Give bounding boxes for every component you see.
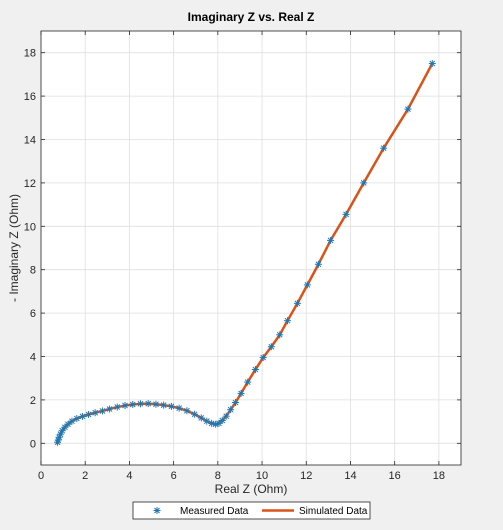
measured-data-point (58, 427, 66, 435)
measured-data-point (144, 400, 152, 408)
series-marker-layer (54, 60, 436, 446)
measured-data-point (314, 260, 322, 268)
measured-data-point (85, 410, 93, 418)
y-tick-label: 10 (24, 221, 36, 233)
y-tick-label: 12 (24, 178, 36, 190)
measured-data-point (68, 417, 76, 425)
measured-data-point (259, 354, 267, 362)
x-tick-label: 10 (256, 470, 268, 482)
x-tick-label: 6 (171, 470, 177, 482)
measured-data-point (237, 389, 245, 397)
measured-data-point (183, 407, 191, 415)
y-tick-label: 14 (24, 135, 36, 147)
plot-area (41, 31, 461, 465)
x-tick-label: 0 (38, 470, 44, 482)
measured-data-point (136, 400, 144, 408)
y-tick-label: 4 (30, 352, 36, 364)
grid-lines (40, 31, 461, 465)
measured-data-point (360, 179, 368, 187)
x-tick-label: 18 (433, 470, 445, 482)
measured-data-point (152, 400, 160, 408)
measured-data-point (251, 366, 259, 374)
y-tick-label: 6 (30, 308, 36, 320)
measured-data-point (64, 420, 72, 428)
x-axis-ticks: 0 2 4 6 8 10 12 14 16 18 (38, 31, 445, 482)
x-axis-label: Real Z (Ohm) (215, 482, 288, 496)
measured-data-point (303, 281, 311, 289)
legend-asterisk-mark (153, 507, 161, 514)
measured-data-point (113, 403, 121, 411)
legend-entry-simulated: Simulated Data (299, 506, 368, 517)
measured-data-point (227, 406, 235, 414)
legend-entry-measured: Measured Data (180, 506, 249, 517)
measured-data-point (244, 378, 252, 386)
measured-data-point (380, 144, 388, 152)
measured-data-point (404, 105, 412, 113)
measured-data-point (222, 412, 230, 420)
measured-data-point (79, 412, 87, 420)
y-axis-ticks: 0 2 4 6 8 10 12 14 16 18 (24, 48, 461, 450)
legend-box (132, 501, 371, 520)
measured-data-point (267, 343, 275, 351)
chart-title: Imaginary Z vs. Real Z (188, 10, 315, 24)
measured-data-point (276, 331, 284, 339)
measured-data-point (98, 407, 106, 415)
measured-data-point (293, 299, 301, 307)
measured-data-point (212, 420, 220, 428)
measured-data-point (428, 60, 436, 68)
measured-data-point (160, 401, 168, 409)
x-tick-label: 4 (126, 470, 132, 482)
y-axis-label: - Imaginary Z (Ohm) (7, 194, 21, 302)
measured-data-point (91, 409, 99, 417)
measured-data-point (129, 400, 137, 408)
x-tick-label: 2 (82, 470, 88, 482)
axes-box (40, 30, 462, 466)
legend-asterisk-icon (153, 507, 161, 514)
measured-data-point (197, 414, 205, 422)
measured-data-point (191, 410, 199, 418)
y-tick-label: 0 (30, 438, 36, 450)
x-tick-label: 12 (300, 470, 312, 482)
measured-data-point (167, 402, 175, 410)
x-tick-label: 14 (344, 470, 356, 482)
y-tick-label: 18 (24, 48, 36, 60)
measured-data-point (327, 236, 335, 244)
measured-data-point (175, 404, 183, 412)
measured-data-point (283, 317, 291, 325)
measured-data-point (342, 210, 350, 218)
measured-data-point (106, 405, 114, 413)
measured-data-point (121, 402, 129, 410)
y-tick-label: 8 (30, 265, 36, 277)
y-tick-label: 2 (30, 395, 36, 407)
y-tick-label: 16 (24, 91, 36, 103)
x-tick-label: 8 (215, 470, 221, 482)
x-tick-label: 16 (389, 470, 401, 482)
measured-data-point (73, 415, 81, 423)
measured-data-point (232, 399, 240, 407)
legend: Measured Data Simulated Data (132, 501, 371, 520)
